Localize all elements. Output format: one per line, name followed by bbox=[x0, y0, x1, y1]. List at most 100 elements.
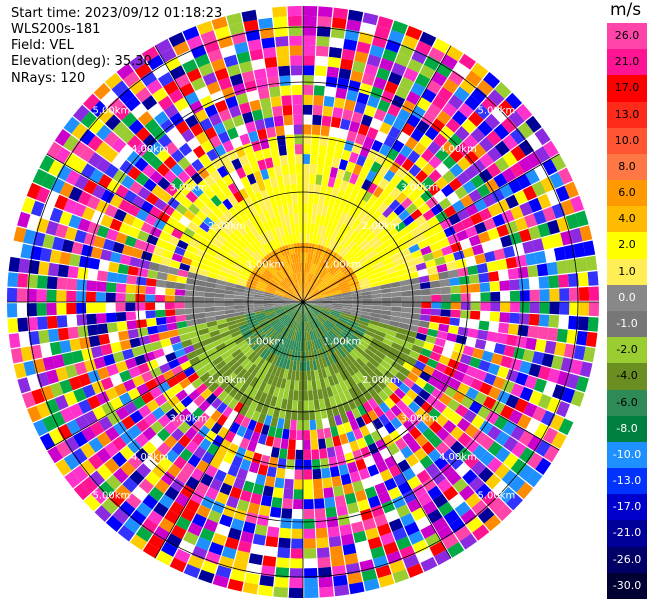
radar-gate bbox=[143, 456, 158, 471]
radar-gate bbox=[330, 287, 341, 293]
radar-gate bbox=[367, 323, 379, 330]
radar-gate bbox=[150, 253, 163, 264]
radar-gate bbox=[340, 473, 352, 486]
radar-gate bbox=[198, 192, 211, 205]
radar-gate bbox=[577, 316, 589, 331]
nrays-label: NRays: 120 bbox=[11, 71, 86, 86]
radar-gate bbox=[300, 351, 303, 362]
azimuth-spoke bbox=[302, 45, 452, 303]
radar-gate bbox=[334, 209, 343, 221]
radar-gate bbox=[495, 431, 510, 447]
radar-gate bbox=[425, 463, 440, 478]
radar-gate bbox=[291, 193, 298, 204]
radar-gate bbox=[350, 286, 361, 292]
radar-gate bbox=[199, 332, 211, 341]
radar-gate bbox=[437, 86, 453, 102]
radar-gate bbox=[63, 453, 80, 471]
radar-gate bbox=[264, 475, 276, 488]
radar-gate bbox=[354, 489, 367, 502]
radar-gate bbox=[420, 348, 432, 358]
radar-gate bbox=[240, 222, 251, 233]
radar-gate bbox=[145, 302, 156, 311]
radar-gate bbox=[280, 314, 289, 322]
radar-gate bbox=[350, 312, 361, 318]
colorbar-tick-0: 26.0 bbox=[607, 23, 647, 50]
radar-gate bbox=[303, 15, 317, 27]
radar-gate bbox=[303, 292, 306, 302]
radar-gate bbox=[256, 282, 267, 288]
radar-gate bbox=[456, 362, 469, 374]
radar-gate bbox=[284, 305, 294, 310]
radar-gate bbox=[292, 94, 303, 105]
radar-gate bbox=[381, 302, 392, 307]
radar-gate bbox=[286, 369, 293, 380]
radar-gate bbox=[401, 99, 416, 114]
radar-gate bbox=[291, 285, 298, 294]
radar-gate bbox=[420, 189, 433, 203]
radar-gate bbox=[100, 343, 113, 356]
radar-gate bbox=[312, 294, 322, 299]
radar-gate bbox=[54, 129, 71, 147]
radar-gate bbox=[295, 233, 300, 244]
radar-gate bbox=[285, 328, 291, 339]
radar-gate bbox=[73, 483, 91, 501]
radar-gate bbox=[246, 152, 257, 164]
radar-gate bbox=[205, 199, 217, 212]
radar-gate bbox=[263, 231, 272, 243]
radar-gate bbox=[216, 279, 227, 286]
radar-gate bbox=[82, 384, 96, 399]
radar-gate bbox=[442, 102, 458, 118]
radar-gate bbox=[411, 307, 422, 314]
radar-gate bbox=[339, 281, 349, 288]
radar-gate bbox=[312, 303, 323, 305]
radar-gate bbox=[434, 256, 446, 266]
azimuth-spoke bbox=[302, 301, 560, 451]
range-ring-label: 3.00km bbox=[401, 183, 439, 194]
radar-gate bbox=[275, 323, 284, 332]
radar-gate bbox=[356, 252, 367, 262]
radar-gate bbox=[391, 291, 402, 297]
radar-gate bbox=[113, 208, 127, 222]
radar-gate bbox=[433, 190, 447, 203]
radar-gate bbox=[195, 210, 208, 222]
radar-gate bbox=[234, 214, 245, 226]
radar-gate bbox=[381, 310, 392, 316]
radar-gate bbox=[131, 217, 145, 230]
radar-gate bbox=[105, 114, 121, 131]
radar-gate bbox=[410, 283, 421, 291]
radar-gate bbox=[265, 288, 276, 293]
radar-gate bbox=[298, 272, 301, 283]
radar-gate bbox=[301, 331, 303, 342]
radar-gate bbox=[285, 277, 293, 286]
radar-gate bbox=[427, 141, 441, 155]
radar-gate bbox=[472, 524, 490, 541]
radar-gate bbox=[303, 114, 312, 125]
radar-gate bbox=[293, 299, 303, 302]
radar-gate bbox=[354, 267, 365, 275]
radar-gate bbox=[288, 233, 294, 245]
radar-gate bbox=[378, 190, 390, 202]
radar-gate bbox=[337, 246, 347, 256]
radar-gate bbox=[211, 397, 223, 410]
radar-gate bbox=[422, 228, 435, 239]
radar-gate bbox=[415, 434, 429, 448]
radar-gate bbox=[184, 177, 197, 191]
radar-gate bbox=[466, 516, 484, 533]
radar-gate bbox=[469, 310, 481, 320]
radar-gate bbox=[284, 124, 294, 136]
radar-gate bbox=[115, 484, 132, 500]
radar-gate bbox=[264, 56, 278, 69]
radar-gate bbox=[485, 473, 501, 490]
radar-gate bbox=[301, 302, 303, 312]
radar-gate bbox=[419, 281, 431, 290]
radar-gate bbox=[450, 309, 461, 318]
radar-gate bbox=[558, 274, 569, 288]
radar-gate bbox=[270, 263, 278, 273]
radar-gate bbox=[330, 341, 338, 352]
radar-gate bbox=[548, 314, 560, 328]
radar-gate bbox=[379, 360, 391, 370]
radar-gate bbox=[312, 304, 323, 307]
radar-gate bbox=[282, 280, 290, 288]
radar-gate bbox=[363, 333, 374, 342]
radar-gate bbox=[407, 58, 423, 73]
